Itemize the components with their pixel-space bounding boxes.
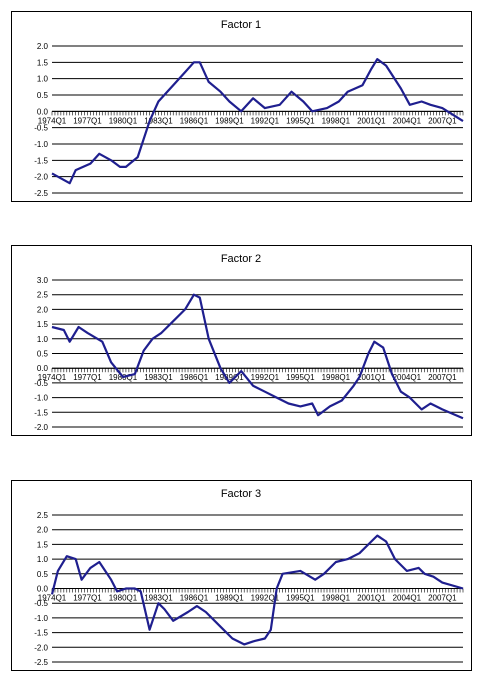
- x-tick-label: 1974Q1: [38, 594, 67, 603]
- x-tick-label: 2007Q1: [428, 116, 457, 125]
- y-tick-label: 2.0: [37, 42, 49, 51]
- factor-3-svg: Factor 3 2.5 2.0 1.5 1.0 0.5 0.0 -0.5 -1.0 -1.5 -2…: [34, 488, 464, 667]
- y-tick-label: 2.0: [37, 526, 49, 535]
- x-tick-label: 1974Q1: [38, 373, 67, 382]
- x-tick-label: 1998Q1: [322, 116, 351, 125]
- x-tick-label: 2007Q1: [428, 594, 457, 603]
- y-tick-label: -0.5: [34, 379, 48, 388]
- factor-2-svg: Factor 2 3.0 2.5 2.0 1.5 1.0 0.5 0.0 -0.5 -1.0 -1.…: [34, 253, 464, 432]
- x-tick-label: 2001Q1: [357, 594, 386, 603]
- x-tick-label: 2007Q1: [428, 373, 457, 382]
- y-tick-label: 1.0: [37, 75, 49, 84]
- x-tick-label: 1998Q1: [322, 373, 351, 382]
- y-tick-label: 0.5: [37, 350, 49, 359]
- x-tick-label: 1977Q1: [73, 116, 102, 125]
- x-tick-label: 1989Q1: [215, 594, 244, 603]
- x-tick-label: 1995Q1: [286, 594, 315, 603]
- chart-title: Factor 2: [221, 253, 261, 265]
- y-tick-label: -2.5: [34, 658, 48, 667]
- x-tick-label: 2001Q1: [357, 116, 386, 125]
- y-tick-label: 1.5: [37, 540, 49, 549]
- y-tick-label: 0.5: [37, 91, 49, 100]
- x-tick-label: 2001Q1: [357, 373, 386, 382]
- y-tick-label: 1.0: [37, 335, 49, 344]
- x-tick-label: 2004Q1: [393, 116, 422, 125]
- x-tick-label: 2004Q1: [393, 594, 422, 603]
- x-tick-label: 1983Q1: [144, 594, 173, 603]
- x-tick-label: 1989Q1: [215, 373, 244, 382]
- y-tick-label: -1.5: [34, 408, 48, 417]
- x-tick-label: 2004Q1: [393, 373, 422, 382]
- y-tick-label: -1.5: [34, 156, 48, 165]
- y-tick-label: 0.0: [37, 364, 49, 373]
- y-tick-label: 2.0: [37, 305, 49, 314]
- x-tick-label: 1983Q1: [144, 373, 173, 382]
- y-tick-label: 3.0: [37, 276, 49, 285]
- x-tick-label: 1998Q1: [322, 594, 351, 603]
- y-tick-label: 1.5: [37, 320, 49, 329]
- y-tick-label: -1.0: [34, 394, 48, 403]
- x-tick-label: 1977Q1: [73, 594, 102, 603]
- x-tick-label: 1992Q1: [251, 594, 280, 603]
- x-tick-label: 1983Q1: [144, 116, 173, 125]
- chart-title: Factor 3: [221, 488, 261, 500]
- x-tick-label: 1986Q1: [180, 373, 209, 382]
- y-tick-label: 2.5: [37, 291, 49, 300]
- factor-1-chart: Factor 1 2.0 1.5 1.0 0.5 0.0 -0.5 -1.0 -1.5 -2.0 -…: [11, 11, 472, 202]
- series-line: [51, 57, 464, 185]
- y-tick-label: -2.0: [34, 423, 48, 432]
- factor-3-chart: Factor 3 2.5 2.0 1.5 1.0 0.5 0.0 -0.5 -1.0 -1.5 -2…: [11, 480, 472, 671]
- x-tick-label: 1977Q1: [73, 373, 102, 382]
- y-tick-label: -2.0: [34, 643, 48, 652]
- y-tick-label: -1.0: [34, 614, 48, 623]
- y-tick-label: -2.5: [34, 189, 48, 198]
- y-tick-label: 0.5: [37, 570, 49, 579]
- x-tick-label: 1980Q1: [109, 116, 138, 125]
- series-line: [50, 534, 464, 646]
- y-tick-label: 0.0: [37, 107, 49, 116]
- y-tick-label: 1.5: [37, 58, 49, 67]
- y-tick-label: -1.5: [34, 629, 48, 638]
- factor-1-svg: Factor 1 2.0 1.5 1.0 0.5 0.0 -0.5 -1.0 -1.5 -2.0 -…: [34, 19, 464, 198]
- factor-2-chart: Factor 2 3.0 2.5 2.0 1.5 1.0 0.5 0.0 -0.5 -1.0 -1.…: [11, 245, 472, 436]
- x-tick-label: 1974Q1: [38, 116, 67, 125]
- x-tick-label: 1986Q1: [180, 594, 209, 603]
- x-tick-label: 1986Q1: [180, 116, 209, 125]
- chart-title: Factor 1: [221, 19, 261, 31]
- y-tick-label: -1.0: [34, 140, 48, 149]
- x-tick-label: 1989Q1: [215, 116, 244, 125]
- x-tick-label: 1992Q1: [251, 373, 280, 382]
- y-tick-label: -0.5: [34, 124, 48, 133]
- series-line: [51, 293, 464, 420]
- x-tick-label: 1980Q1: [109, 594, 138, 603]
- y-tick-label: -0.5: [34, 599, 48, 608]
- x-tick-label: 1995Q1: [286, 373, 315, 382]
- y-tick-label: 0.0: [37, 585, 49, 594]
- x-tick-label: 1992Q1: [251, 116, 280, 125]
- x-tick-label: 1995Q1: [286, 116, 315, 125]
- y-tick-label: 1.0: [37, 555, 49, 564]
- y-tick-label: -2.0: [34, 173, 48, 182]
- y-tick-label: 2.5: [37, 511, 49, 520]
